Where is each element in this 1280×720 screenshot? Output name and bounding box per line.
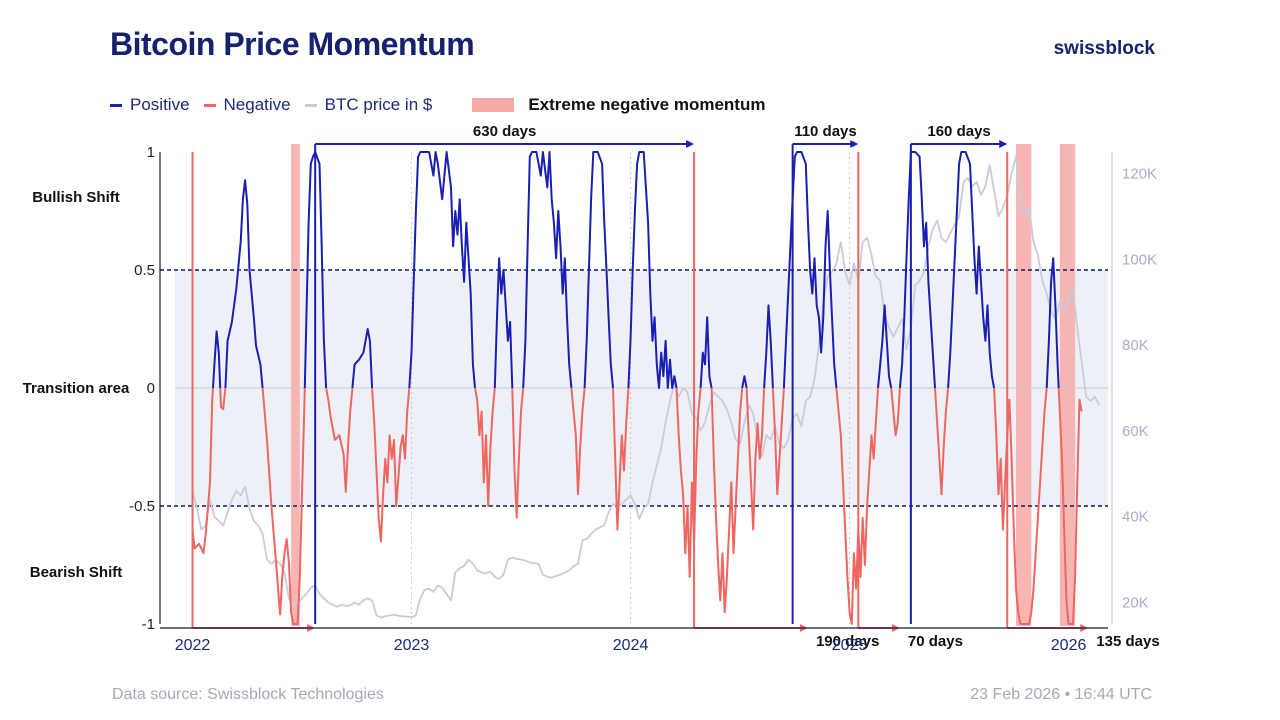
- positive-momentum-segment-15: [583, 151, 614, 389]
- annotation-label-0: 630 days: [473, 123, 536, 140]
- negative-momentum-segment-16: [612, 387, 630, 531]
- positive-momentum-segment-7: [351, 328, 374, 389]
- x-tick-label-0: 2022: [175, 637, 211, 654]
- positive-momentum-segment-17: [627, 151, 678, 389]
- positive-momentum-segment-3: [224, 179, 264, 389]
- page-title: Bitcoin Price Momentum: [110, 26, 475, 62]
- y-left-tick-label-3: -0.5: [129, 498, 155, 515]
- positive-momentum-segment-29: [898, 151, 936, 389]
- negative-momentum-segment-4: [261, 387, 306, 625]
- positive-momentum-segment-21: [741, 375, 748, 389]
- annotation-arrow-head-0: [686, 140, 695, 148]
- annotation-label-3: 190 days: [816, 633, 879, 650]
- annotation-arrow-head-1: [850, 140, 859, 148]
- annotation-label-5: 135 days: [1096, 633, 1159, 650]
- negative-momentum-segment-10: [474, 387, 496, 507]
- annotation-label-1: 110 days: [794, 123, 857, 140]
- data-source: Data source: Swissblock Technologies: [112, 686, 384, 703]
- positive-momentum-segment-23: [763, 304, 774, 389]
- annotations-layer: 630 days 110 days 160 days 190 days 70 days 1…: [191, 123, 1160, 650]
- x-tick-label-4: 2026: [1051, 637, 1087, 654]
- y-left-tick-label-4: -1: [142, 616, 155, 633]
- positive-momentum-segment-11: [493, 257, 514, 389]
- positive-momentum-segment-9: [408, 151, 476, 389]
- legend-negative-label: Negative: [223, 95, 291, 114]
- positive-momentum-segment-1: [212, 330, 222, 389]
- legend-btc-line-icon: [304, 103, 317, 107]
- legend-btc-label: BTC price in $: [324, 95, 433, 114]
- legend-negative-line-icon: [203, 103, 216, 107]
- negative-momentum-segment-12: [511, 387, 525, 519]
- y-left-tick-label-0: 1: [147, 144, 155, 161]
- x-tick-label-3: 2025: [832, 637, 868, 654]
- negative-momentum-segment-26: [835, 387, 879, 625]
- y-right-tick-label-3: 60K: [1122, 423, 1149, 440]
- y-left-tick-label-1: 0.5: [134, 262, 155, 279]
- y-right-tick-label-2: 80K: [1122, 337, 1149, 354]
- btc-price-line: [191, 155, 1101, 619]
- negative-momentum-segment-32: [993, 387, 1048, 625]
- negative-momentum-segment-14: [570, 387, 586, 496]
- positive-momentum-segment-31: [947, 151, 996, 389]
- y-right-tick-label-5: 20K: [1122, 595, 1149, 612]
- timestamp: 23 Feb 2026 • 16:44 UTC: [970, 686, 1152, 703]
- axes-layer: 1 0.5 0 -0.5 -1 120K 100K 80K 60K 40K 20K 2022 2023 2…: [23, 144, 1157, 654]
- annotation-label-4: 70 days: [908, 633, 963, 650]
- negative-momentum-segment-22: [745, 387, 766, 531]
- legend: Positive Negative BTC price in $ Extreme…: [110, 94, 779, 116]
- extreme-period-0: [291, 144, 300, 626]
- extreme-period-2: [1059, 144, 1076, 626]
- x-tick-label-2: 2024: [613, 637, 649, 654]
- positive-momentum-segment-13: [522, 151, 573, 389]
- legend-positive-line-icon: [110, 103, 122, 107]
- brand-logo: swissblock: [1053, 38, 1155, 59]
- bearish-shift-label: Bearish Shift: [30, 564, 123, 581]
- annotation-label-2: 160 days: [927, 123, 990, 140]
- negative-momentum-segment-20: [710, 387, 744, 614]
- btc-price-layer: [191, 155, 1101, 619]
- legend-item-extreme: Extreme negative momentum: [446, 95, 765, 115]
- legend-item-btc: BTC price in $: [304, 95, 433, 115]
- negative-momentum-segment-0: [191, 387, 214, 555]
- positive-momentum-segment-19: [699, 316, 713, 389]
- y-left-tick-label-2: 0: [147, 380, 155, 397]
- negative-momentum-segment-6: [325, 387, 354, 493]
- legend-extreme-label: Extreme negative momentum: [528, 95, 766, 114]
- negative-momentum-segment-8: [371, 387, 411, 543]
- negative-momentum-segment-24: [771, 387, 785, 496]
- negative-momentum-segment-28: [890, 387, 901, 437]
- extreme-period-1: [1016, 144, 1032, 626]
- y-right-tick-label-0: 120K: [1122, 165, 1157, 182]
- negative-momentum-segment-18: [675, 387, 702, 578]
- positive-momentum-segment-27: [877, 304, 893, 389]
- momentum-layer: [191, 151, 1083, 625]
- x-tick-label-1: 2023: [394, 637, 430, 654]
- legend-extreme-swatch-icon: [472, 98, 515, 112]
- bullish-shift-label: Bullish Shift: [32, 189, 120, 206]
- positive-momentum-segment-33: [1045, 257, 1060, 389]
- legend-positive-label: Positive: [130, 95, 190, 114]
- negative-momentum-segment-34: [1057, 387, 1083, 625]
- transition-area-label: Transition area: [23, 380, 130, 397]
- y-right-tick-label-1: 100K: [1122, 251, 1157, 268]
- legend-item-positive: Positive: [110, 95, 190, 115]
- negative-momentum-segment-2: [219, 387, 227, 411]
- legend-item-negative: Negative: [203, 95, 291, 115]
- positive-momentum-segment-5: [303, 151, 328, 389]
- annotation-arrow-head-2: [999, 140, 1008, 148]
- negative-momentum-segment-30: [934, 387, 950, 496]
- y-right-tick-label-4: 40K: [1122, 509, 1149, 526]
